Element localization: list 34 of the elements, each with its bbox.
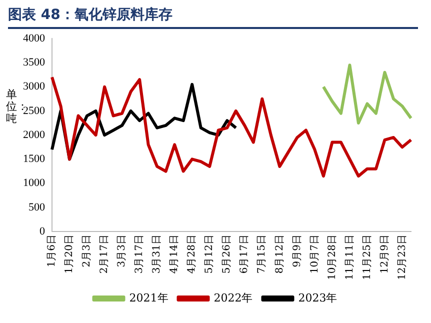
x-tick-label: 8月12日 [274,234,286,274]
x-tick-label: 2月17日 [99,234,110,274]
y-tick-label: 2500 [23,104,46,117]
x-tick-label: 3月3日 [116,234,128,268]
x-tick-label: 1月6日 [46,234,58,268]
x-tick-label: 4月28日 [186,234,198,274]
x-tick-label: 5月26日 [222,234,233,274]
x-tick-label: 3月31日 [152,234,163,274]
legend-label: 2022年 [214,291,253,304]
y-tick-label: 3000 [23,80,46,93]
x-tick-label: 12月23日 [396,234,408,280]
x-tick-label: 5月12日 [204,234,216,274]
y-tick-label: 1000 [23,177,46,190]
x-tick-label: 11月25日 [362,234,373,280]
x-tick-label: 7月15日 [256,234,268,274]
x-tick-label: 10月7日 [309,234,320,274]
x-tick-label: 1月20日 [64,234,76,274]
x-tick-label: 12月9日 [379,234,390,274]
x-tick-label: 10月28日 [326,234,338,280]
x-tick-label: 9月9日 [292,234,303,268]
y-tick-label: 2000 [23,128,46,141]
y-tick-label: 1500 [23,153,46,166]
legend-label: 2021年 [129,291,168,304]
x-tick-label: 6月17日 [239,234,250,274]
y-tick-label: 500 [28,201,46,214]
x-tick-label: 3月17日 [134,234,146,274]
chart-title: 图表 48：氧化锌原料库存 [8,6,418,29]
legend-label: 2023年 [298,291,338,304]
y-tick-label: 0 [40,225,46,238]
x-tick-label: 2月3日 [82,234,93,268]
x-tick-label: 11月11日 [344,234,356,280]
x-tick-label: 4月14日 [169,234,180,274]
y-tick-label: 4000 [23,32,46,44]
y-tick-label: 3500 [23,56,46,69]
